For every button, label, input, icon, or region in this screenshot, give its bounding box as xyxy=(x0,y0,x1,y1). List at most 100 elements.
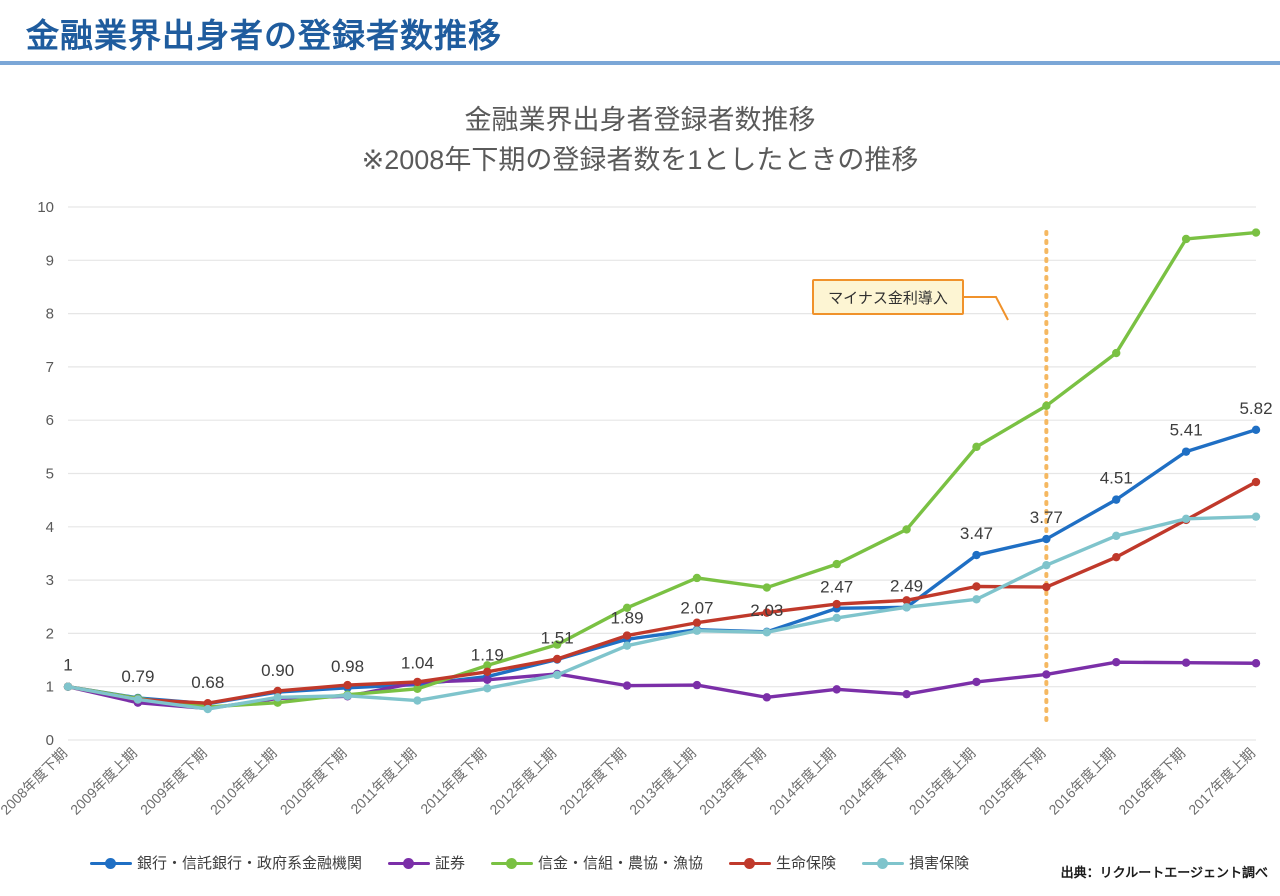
data-point xyxy=(343,680,352,690)
data-point xyxy=(1251,228,1261,237)
data-point xyxy=(972,550,981,560)
y-axis-tick-label: 6 xyxy=(46,412,54,429)
legend-label: 銀行・信託銀行・政府系金融機関 xyxy=(137,855,363,872)
x-axis-tick-label: 2012年度上期 xyxy=(486,745,559,818)
data-point xyxy=(1181,514,1191,524)
data-point xyxy=(622,641,632,650)
legend-swatch-icon xyxy=(388,856,431,870)
data-point xyxy=(1112,657,1121,667)
x-axis-tick-label: 2014年度上期 xyxy=(766,745,839,818)
legend-swatch-icon xyxy=(729,856,772,870)
chart-legend: 銀行・信託銀行・政府系金融機関 証券 信金・信組・農協・漁協 生命保険 損害保険 xyxy=(90,852,969,873)
source-note: 出典：リクルートエージェント調べ xyxy=(1060,865,1268,880)
data-point xyxy=(832,559,841,569)
y-axis-tick-label: 8 xyxy=(46,306,54,323)
data-point-label: 3.47 xyxy=(960,524,993,543)
data-point xyxy=(483,684,492,693)
data-point xyxy=(762,583,772,592)
data-point-label: 1.51 xyxy=(541,629,574,648)
y-axis-tick-label: 1 xyxy=(46,679,54,696)
x-axis-tick-label: 2015年度下期 xyxy=(976,745,1049,818)
legend-label: 信金・信組・農協・漁協 xyxy=(538,855,704,872)
annotation-label: マイナス金利導入 xyxy=(828,289,948,307)
header-divider xyxy=(0,61,1280,65)
x-axis-tick-label: 2011年度上期 xyxy=(347,745,419,817)
legend-item-2[interactable]: 信金・信組・農協・漁協 xyxy=(491,852,703,873)
data-point xyxy=(832,685,841,694)
data-point-label: 0.68 xyxy=(191,673,224,692)
series-line-2 xyxy=(66,230,1258,709)
data-point-label: 2.03 xyxy=(750,601,783,620)
series-line-3 xyxy=(66,480,1258,705)
x-axis-tick-label: 2015年度上期 xyxy=(906,745,979,818)
y-axis-tick-label: 0 xyxy=(46,732,54,749)
x-axis-tick-labels: 2008年度下期2009年度上期2009年度下期2010年度上期2010年度下期… xyxy=(0,745,1258,818)
data-point xyxy=(1042,401,1051,411)
data-point-label: 0.98 xyxy=(331,657,364,676)
chart-title-block: 金融業界出身者登録者数推移 ※2008年下期の登録者数を1としたときの推移 xyxy=(0,100,1280,180)
legend-item-0[interactable]: 銀行・信託銀行・政府系金融機関 xyxy=(90,852,362,873)
data-point xyxy=(273,686,282,696)
data-point xyxy=(413,696,422,705)
legend-label: 証券 xyxy=(435,855,466,872)
data-point xyxy=(552,654,562,664)
data-point xyxy=(972,595,981,604)
y-axis-tick-label: 2 xyxy=(46,625,54,642)
data-point xyxy=(1181,234,1191,244)
data-point xyxy=(552,670,562,680)
data-point-label: 2.47 xyxy=(820,577,853,596)
legend-item-3[interactable]: 生命保険 xyxy=(729,852,836,873)
data-point xyxy=(832,599,841,609)
annotation-callout: マイナス金利導入 xyxy=(812,279,964,315)
data-point-label: 5.82 xyxy=(1239,399,1272,418)
x-axis-tick-label: 2011年度下期 xyxy=(417,745,489,817)
data-point xyxy=(1181,658,1191,667)
series-line-4 xyxy=(66,514,1258,711)
data-point xyxy=(622,631,632,640)
x-axis-tick-label: 2010年度下期 xyxy=(277,745,350,818)
chart-title: 金融業界出身者登録者数推移 xyxy=(464,105,816,135)
data-point xyxy=(1112,552,1121,562)
data-point-label: 4.51 xyxy=(1100,469,1133,488)
y-axis-tick-label: 5 xyxy=(46,466,54,483)
y-axis-tick-label: 9 xyxy=(46,252,54,269)
data-point-label: 0.90 xyxy=(261,661,294,680)
page-title: 金融業界出身者の登録者数推移 xyxy=(26,17,502,54)
legend-label: 損害保険 xyxy=(909,855,970,872)
x-axis-tick-label: 2010年度上期 xyxy=(207,745,280,818)
x-axis-tick-label: 2017年度上期 xyxy=(1185,745,1258,818)
data-point xyxy=(413,677,422,687)
data-point xyxy=(902,603,911,612)
data-point xyxy=(343,691,352,700)
x-axis-tick-label: 2012年度下期 xyxy=(556,745,629,818)
y-axis-tick-label: 7 xyxy=(46,359,54,376)
annotation-connector xyxy=(964,296,1009,321)
y-axis-tick-labels: 0 1 2 3 4 5 6 7 8 9 10 xyxy=(37,199,54,749)
gridlines xyxy=(68,206,1256,741)
data-point xyxy=(63,682,73,691)
data-point xyxy=(133,695,143,704)
series-line-0 xyxy=(66,428,1258,706)
data-point xyxy=(483,661,492,670)
data-point xyxy=(1251,659,1261,668)
x-axis-tick-label: 2014年度下期 xyxy=(836,745,909,818)
data-point xyxy=(1112,495,1121,504)
data-point-label: 3.77 xyxy=(1030,508,1063,527)
data-point xyxy=(483,675,492,684)
legend-swatch-icon xyxy=(90,856,132,870)
legend-item-1[interactable]: 証券 xyxy=(388,852,465,873)
data-point-label: 0.79 xyxy=(121,667,154,686)
x-axis-tick-label: 2008年度下期 xyxy=(0,745,70,818)
data-point xyxy=(902,596,911,605)
legend-item-4[interactable]: 損害保険 xyxy=(862,852,969,873)
y-axis-tick-label: 3 xyxy=(46,572,54,589)
data-point xyxy=(762,628,772,637)
data-point xyxy=(692,618,702,627)
chart-subtitle: ※2008年下期の登録者数を1としたときの推移 xyxy=(361,145,919,175)
y-axis-tick-label: 10 xyxy=(37,199,54,216)
series-lines xyxy=(63,228,1261,714)
data-point xyxy=(692,680,702,690)
data-point xyxy=(762,608,772,617)
